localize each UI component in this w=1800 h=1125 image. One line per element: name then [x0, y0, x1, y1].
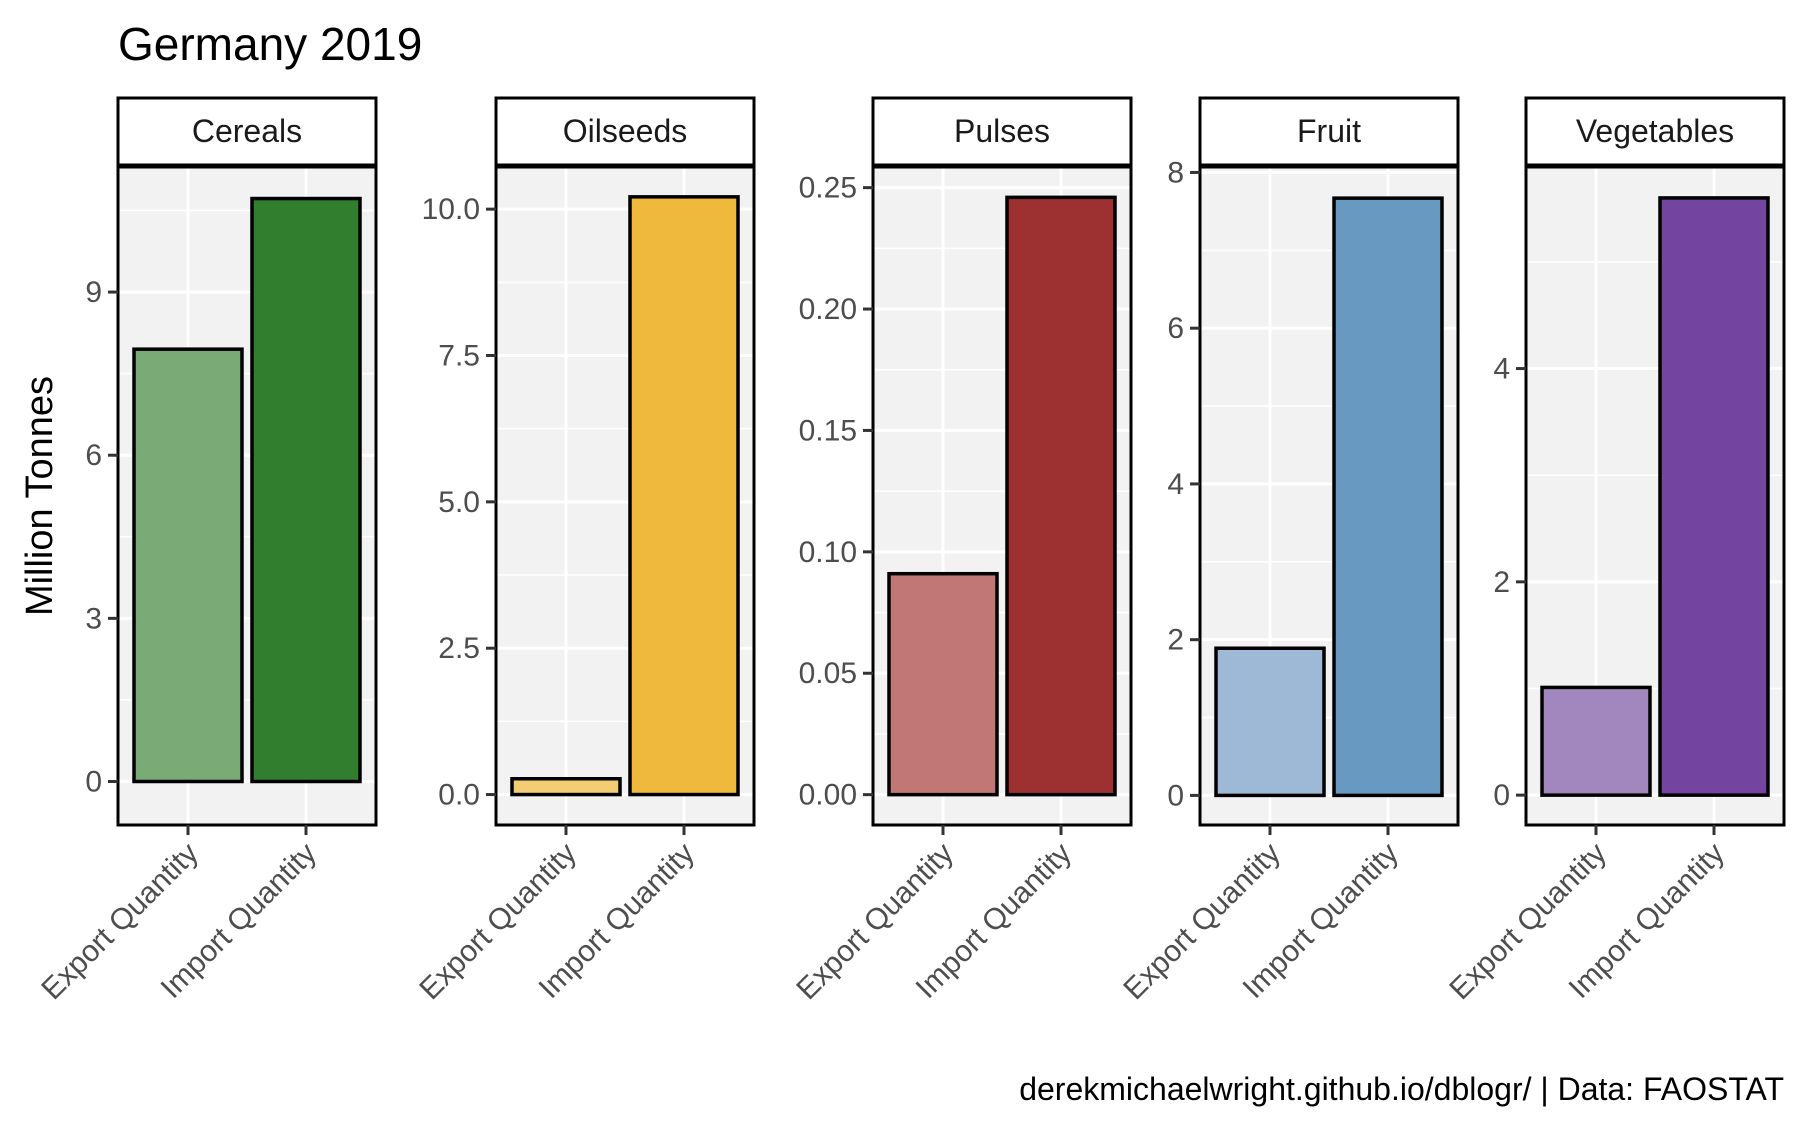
- cereals-bar-export-quantity: [132, 347, 244, 784]
- y-tick-label: 0.25: [799, 172, 857, 205]
- y-tick-label: 0.10: [799, 536, 857, 569]
- facet-strip: [494, 96, 756, 167]
- y-tick-label: 2: [1167, 624, 1184, 657]
- y-tick-label: 0: [1493, 779, 1510, 812]
- facet-strip: [116, 96, 378, 167]
- facet-strip-label: Cereals: [192, 113, 302, 149]
- facet-strip-label: Fruit: [1297, 113, 1361, 149]
- vegetables-bar-export-quantity: [1540, 685, 1652, 797]
- y-axis-label: Million Tonnes: [19, 376, 61, 616]
- cereals-bar-import-quantity: [250, 196, 362, 784]
- facet-strip: [1198, 96, 1460, 167]
- y-tick-label: 0.15: [799, 414, 857, 447]
- y-tick-label: 0.0: [438, 779, 480, 812]
- panel-border: [494, 165, 756, 827]
- chart-caption: derekmichaelwright.github.io/dblogr/ | D…: [1019, 1071, 1784, 1107]
- panel-border: [871, 165, 1133, 827]
- fruit-bar-export-quantity: [1214, 646, 1326, 798]
- y-tick-label: 3: [85, 602, 102, 635]
- chart-title: Germany 2019: [118, 18, 422, 70]
- oilseeds-bar-export-quantity: [510, 777, 622, 797]
- facet-strip: [871, 96, 1133, 167]
- facet-strip: [1524, 96, 1786, 167]
- y-tick-label: 4: [1493, 353, 1510, 386]
- facet-strip-label: Vegetables: [1576, 113, 1734, 149]
- facet-strip-label: Pulses: [954, 113, 1050, 149]
- pulses-bar-export-quantity: [887, 571, 999, 797]
- y-tick-label: 2: [1493, 566, 1510, 599]
- fruit-bar-import-quantity: [1332, 196, 1444, 798]
- y-tick-label: 4: [1167, 468, 1184, 501]
- panel-border: [1198, 165, 1460, 827]
- y-tick-label: 10.0: [422, 193, 480, 226]
- vegetables-bar-import-quantity: [1658, 196, 1770, 797]
- y-tick-label: 0.05: [799, 657, 857, 690]
- oilseeds-bar-import-quantity: [628, 195, 740, 797]
- pulses-bar-import-quantity: [1005, 195, 1117, 797]
- y-tick-label: 6: [85, 439, 102, 472]
- y-tick-label: 6: [1167, 312, 1184, 345]
- y-tick-label: 8: [1167, 156, 1184, 189]
- y-tick-label: 0: [1167, 779, 1184, 812]
- y-tick-label: 5.0: [438, 486, 480, 519]
- y-tick-label: 9: [85, 276, 102, 309]
- y-tick-label: 0: [85, 765, 102, 798]
- y-tick-label: 2.5: [438, 632, 480, 665]
- facet-strip-label: Oilseeds: [563, 113, 688, 149]
- y-tick-label: 7.5: [438, 340, 480, 373]
- y-tick-label: 0.00: [799, 779, 857, 812]
- panel-border: [116, 165, 378, 827]
- panel-border: [1524, 165, 1786, 827]
- y-tick-label: 0.20: [799, 293, 857, 326]
